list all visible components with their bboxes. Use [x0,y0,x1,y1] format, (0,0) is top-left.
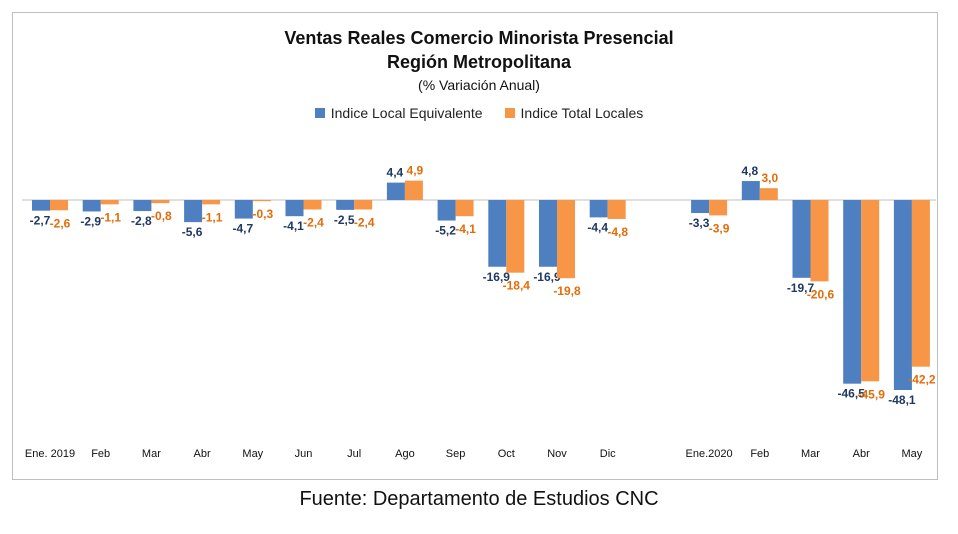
data-label-total: -0,3 [252,207,273,221]
data-label-local: -48,1 [888,393,916,407]
bar-total-locales [354,200,373,210]
data-label-local: 4,8 [741,164,758,178]
data-label-total: -3,9 [709,221,730,235]
chart-title: Ventas Reales Comercio Minorista Presenc… [284,28,674,48]
bar-total-locales [810,200,829,282]
legend-label-local: Indice Local Equivalente [330,105,483,121]
data-label-total: -2,4 [303,215,324,229]
data-label-total: -1,1 [100,210,121,224]
data-label-local: -46,5 [838,387,866,401]
bar-total-locales [202,200,221,205]
category-label: Abr [194,448,211,460]
bar-local-equivalente [386,182,405,200]
data-label-total: -4,1 [455,222,476,236]
bar-total-locales [911,200,930,367]
category-label: Sep [446,448,466,460]
bar-local-equivalente [184,200,203,223]
bar-local-equivalente [843,200,862,384]
category-label: Ago [395,448,415,460]
data-label-total: -4,8 [607,225,628,239]
bar-local-equivalente [285,200,304,217]
bar-local-equivalente [589,200,608,218]
data-label-local: -4,7 [232,222,253,236]
chart-frame [12,12,938,480]
bar-local-equivalente [336,200,355,210]
category-label: Ene.2020 [686,448,733,460]
data-label-total: -20,6 [807,287,835,301]
chart-subtitle: Región Metropolitana [387,52,571,72]
data-label-total: -19,8 [553,284,581,298]
bar-total-locales [607,200,626,219]
bar-local-equivalente [437,200,456,221]
source-note: Fuente: Departamento de Estudios CNC [299,488,659,510]
bar-local-equivalente [893,200,912,390]
bar-total-locales [759,188,778,200]
bar-local-equivalente [82,200,101,212]
bar-local-equivalente [488,200,507,267]
legend-item-total: Indice Total Locales [504,105,644,121]
data-label-total: -2,4 [354,215,375,229]
bar-local-equivalente [539,200,557,267]
bar-total-locales [252,200,271,202]
bar-local-equivalente [234,200,253,219]
category-label: Mar [142,448,161,460]
bar-total-locales [455,200,474,217]
data-label-local: -2,7 [30,214,51,228]
legend-item-local: Indice Local Equivalente [314,105,483,121]
data-label-total: -0,8 [151,209,172,223]
category-label: Jul [347,448,361,460]
bar-total-locales [557,200,575,279]
data-label-total: -18,4 [503,279,531,293]
data-label-local: -4,4 [587,220,608,234]
category-label: Abr [853,448,870,460]
legend-swatch-local [314,108,325,118]
data-label-total: 3,0 [761,171,778,185]
data-label-local: -5,2 [435,224,456,238]
data-label-total: -2,6 [50,216,71,230]
category-label: Ene. 2019 [25,448,75,460]
bar-total-locales [303,200,322,210]
legend-label-total: Indice Total Locales [520,105,644,121]
category-label: Feb [750,448,769,460]
bar-total-locales [506,200,525,273]
chart-unit-label: (% Variación Anual) [418,77,540,93]
bar-local-equivalente [32,200,50,211]
data-label-local: -2,9 [80,214,101,228]
bar-total-locales [861,200,880,382]
legend-swatch-total [504,108,515,118]
bar-total-locales [100,200,119,205]
category-label: May [902,448,923,460]
category-label: Dic [600,448,616,460]
data-label-local: -19,7 [787,281,815,295]
bar-local-equivalente [792,200,811,278]
bar-local-equivalente [691,200,710,214]
bar-total-locales [50,200,68,211]
data-label-local: -3,3 [689,216,710,230]
bar-total-locales [151,200,170,204]
data-label-total: -1,1 [202,210,223,224]
data-label-total: 4,9 [407,164,424,178]
data-label-local: -16,9 [533,270,561,284]
bar-total-locales [404,180,423,200]
category-label: May [242,448,263,460]
category-label: Nov [547,448,567,460]
bar-local-equivalente [741,181,760,200]
data-label-local: -4,1 [283,219,304,233]
category-label: Jun [295,448,313,460]
data-label-local: -2,8 [131,214,152,228]
data-label-total: -45,9 [858,387,886,401]
data-label-local: -2,5 [334,213,355,227]
bar-local-equivalente [133,200,152,212]
chart-legend: Indice Local Equivalente Indice Total Lo… [0,105,958,121]
data-label-local: -5,6 [182,225,203,239]
category-label: Oct [498,448,515,460]
category-label: Feb [91,448,110,460]
data-label-total: -42,2 [908,373,936,387]
data-label-local: -16,9 [483,270,511,284]
data-label-local: 4,4 [387,166,404,180]
category-label: Mar [801,448,820,460]
bar-total-locales [709,200,728,216]
